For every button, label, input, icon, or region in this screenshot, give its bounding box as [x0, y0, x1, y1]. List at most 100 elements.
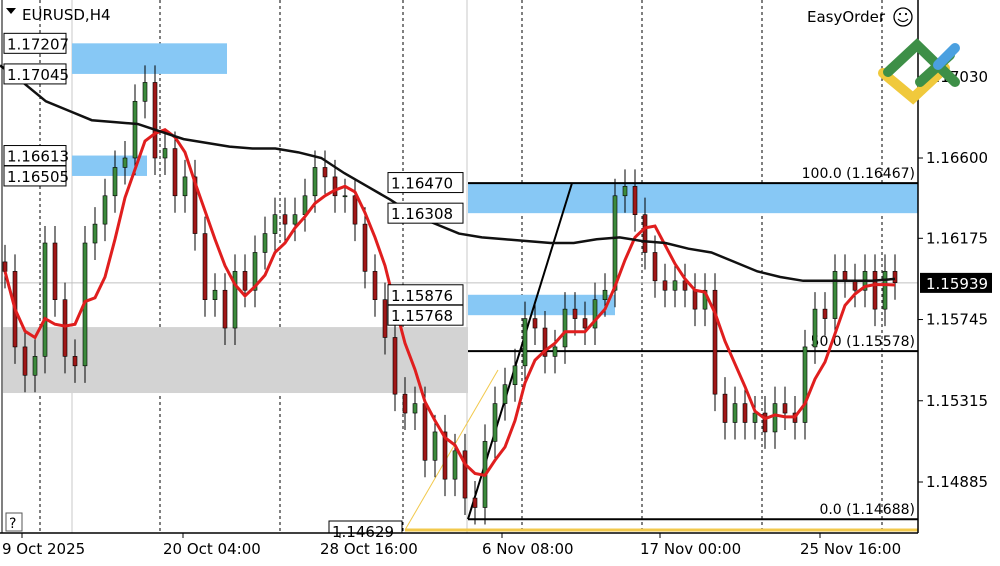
candle-body-bear	[642, 214, 648, 253]
candle	[762, 396, 768, 449]
candle	[252, 235, 258, 308]
candle-body-bear	[152, 82, 158, 159]
time-axis[interactable]: 9 Oct 2025 20 Oct 04:00 28 Oct 16:00 6 Nov …	[2, 533, 901, 558]
candle-body-bull	[342, 195, 348, 198]
price-tick-label: 1.14885	[926, 473, 988, 491]
time-tick-label: 25 Nov 16:00	[800, 540, 901, 558]
candle	[352, 178, 358, 242]
candle	[392, 320, 398, 412]
easyorder-label[interactable]: EasyOrder	[807, 8, 886, 26]
candle	[202, 216, 208, 317]
candle	[332, 159, 338, 213]
candle-body-bull	[262, 233, 268, 253]
candle	[212, 273, 218, 317]
zone-price-label-box	[387, 202, 464, 224]
candle-body-bear	[532, 318, 538, 329]
slow-moving-average-line	[0, 64, 896, 283]
candle-body-bull	[142, 82, 148, 102]
candle-body-bear	[542, 327, 548, 357]
candle	[142, 65, 148, 119]
price-axis[interactable]: 1.170301.166001.161751.157451.153151.148…	[918, 68, 992, 491]
zone-price-label: 1.17207	[7, 35, 69, 53]
fibonacci-levels[interactable]: 100.0 (1.16467) 50.0 (1.15578) 0.0 (1.1468…	[404, 166, 918, 532]
current-price-label: 1.15939	[926, 275, 988, 293]
candle	[102, 178, 108, 242]
candle	[822, 292, 828, 336]
candle-body-bull	[272, 214, 278, 234]
grid-lines	[0, 0, 918, 533]
candle	[132, 84, 138, 176]
candle-body-bear	[892, 271, 898, 283]
candle-body-bear	[352, 195, 358, 225]
candle	[772, 386, 778, 449]
candle-body-bull	[452, 450, 458, 480]
candle	[162, 131, 168, 176]
candle	[362, 207, 368, 289]
candle-body-bear	[22, 346, 28, 376]
zone-blue	[468, 182, 918, 214]
candle-body-bear	[242, 271, 248, 291]
candle-body-bear	[382, 299, 388, 338]
zone-price-label: 1.15876	[391, 287, 453, 305]
zone-price-label-box	[3, 63, 67, 85]
candle	[782, 386, 788, 431]
candle-body-bull	[772, 403, 778, 433]
candle	[552, 329, 558, 374]
candle	[52, 226, 58, 317]
candle	[582, 301, 588, 346]
candle	[542, 311, 548, 374]
candle-body-bear	[422, 403, 428, 461]
candle-body-bull	[492, 403, 498, 442]
time-tick-label: 20 Oct 04:00	[163, 540, 261, 558]
candle	[632, 169, 638, 232]
candle-body-bear	[742, 403, 748, 423]
candle	[152, 65, 158, 176]
candle-body-bull	[312, 167, 318, 197]
candle-body-bear	[572, 308, 578, 319]
candle	[512, 348, 518, 402]
fib-level-label: 50.0 (1.15578)	[811, 334, 915, 350]
moving-averages	[0, 64, 896, 478]
candle-body-bear	[652, 252, 658, 282]
candle	[122, 140, 128, 185]
zone-price-label: 1.16308	[391, 205, 453, 223]
dropdown-triangle-icon[interactable]	[6, 8, 16, 14]
candle-body-bull	[92, 223, 98, 244]
candle	[592, 282, 598, 346]
candle-body-bull	[552, 346, 558, 357]
fib-level-label: 100.0 (1.16467)	[802, 166, 915, 182]
candle	[192, 159, 198, 251]
candle	[662, 263, 668, 308]
smiley-face-icon[interactable]	[893, 7, 913, 27]
candle-body-bear	[842, 271, 848, 282]
candle	[222, 273, 228, 346]
candle-body-bull	[302, 195, 308, 215]
candle-body-bull	[732, 403, 738, 423]
candle-body-bull	[162, 148, 168, 159]
help-button[interactable]	[5, 512, 23, 532]
candle-body-bull	[432, 431, 438, 461]
candle-body-bull	[522, 318, 528, 367]
current-price-badge	[920, 272, 992, 293]
candle	[752, 396, 758, 440]
candle	[62, 282, 68, 374]
candle-body-bear	[692, 289, 698, 310]
candle-body-bear	[72, 356, 78, 367]
candle-body-bear	[172, 148, 178, 197]
candle	[462, 433, 468, 516]
candle-body-bear	[722, 393, 728, 423]
candle	[672, 263, 678, 308]
candle-body-bull	[232, 271, 238, 329]
candle	[292, 197, 298, 242]
candle-body-bear	[822, 308, 828, 319]
zone-blue	[468, 294, 615, 316]
candle-body-bull	[132, 101, 138, 159]
candle-body-bull	[512, 365, 518, 386]
candle-body-bull	[32, 356, 38, 376]
candle-body-bull	[252, 252, 258, 291]
extra-price-label: 1.14629	[332, 523, 394, 541]
candle	[892, 254, 898, 300]
candle	[42, 226, 48, 374]
candle-body-bull	[802, 346, 808, 423]
